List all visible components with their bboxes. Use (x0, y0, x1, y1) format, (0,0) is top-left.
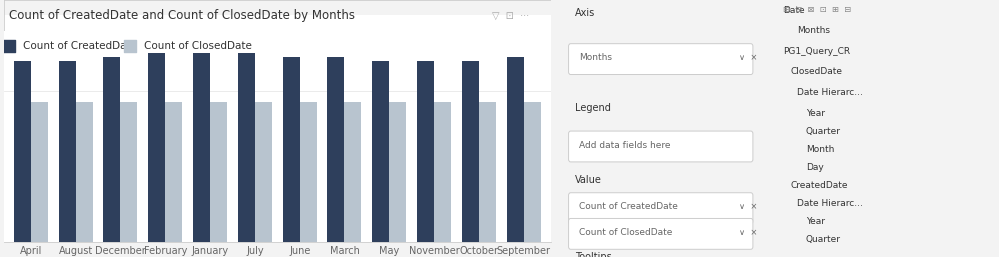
Bar (345, 102, 362, 242)
Bar (148, 53, 165, 242)
FancyBboxPatch shape (568, 131, 753, 162)
Text: Quarter: Quarter (806, 234, 841, 244)
Text: Count of ClosedDate: Count of ClosedDate (144, 41, 252, 51)
Bar (373, 61, 390, 242)
Text: ▽  ⊡  ···: ▽ ⊡ ··· (493, 11, 529, 20)
Bar (328, 57, 345, 242)
Bar (283, 57, 300, 242)
Text: Count of CreatedDate: Count of CreatedDate (23, 41, 137, 51)
Text: Legend: Legend (574, 103, 610, 113)
Bar (193, 53, 210, 242)
Bar (76, 102, 93, 242)
Text: Axis: Axis (574, 8, 595, 18)
Bar (435, 102, 452, 242)
Text: ⊞  ⊟  ⊠  ⊡  ⊞  ⊟: ⊞ ⊟ ⊠ ⊡ ⊞ ⊟ (783, 5, 852, 14)
Text: Count of CreatedDate and Count of ClosedDate by Months: Count of CreatedDate and Count of Closed… (9, 9, 356, 22)
Text: ∨  ×: ∨ × (738, 202, 757, 212)
Text: Add data fields here: Add data fields here (578, 141, 670, 150)
Text: ∨  ×: ∨ × (738, 53, 757, 62)
Text: ∨  ×: ∨ × (738, 228, 757, 237)
Bar (390, 102, 407, 242)
Point (1, 44, 17, 48)
Bar (506, 57, 523, 242)
Text: Date Hierarc...: Date Hierarc... (797, 88, 863, 97)
Point (122, 44, 138, 48)
FancyBboxPatch shape (568, 193, 753, 224)
Text: Quarter: Quarter (806, 126, 841, 136)
Text: Year: Year (806, 216, 825, 226)
Text: Tooltips: Tooltips (574, 252, 611, 257)
Bar (121, 102, 138, 242)
Text: PG1_Query_CR: PG1_Query_CR (783, 47, 850, 56)
Bar (104, 57, 121, 242)
FancyBboxPatch shape (568, 44, 753, 75)
Text: Months: Months (578, 53, 611, 62)
Text: Day: Day (806, 162, 824, 172)
Text: Count of ClosedDate: Count of ClosedDate (578, 228, 672, 237)
Bar (462, 61, 479, 242)
Bar (300, 102, 317, 242)
Bar (210, 102, 227, 242)
Bar (255, 102, 272, 242)
Bar (523, 102, 540, 242)
Text: ClosedDate: ClosedDate (790, 67, 842, 77)
Bar (14, 61, 31, 242)
Bar (59, 61, 76, 242)
Bar (165, 102, 182, 242)
Text: Date: Date (783, 6, 805, 15)
Bar (479, 102, 496, 242)
FancyBboxPatch shape (568, 218, 753, 249)
Text: Value: Value (574, 175, 601, 185)
Text: Date Hierarc...: Date Hierarc... (797, 198, 863, 208)
Text: Month: Month (806, 144, 834, 154)
Bar (417, 61, 435, 242)
Bar (238, 53, 255, 242)
Text: CreatedDate: CreatedDate (790, 180, 848, 190)
Text: Year: Year (806, 108, 825, 118)
Text: Months: Months (797, 26, 830, 35)
Bar (31, 102, 48, 242)
Text: Count of CreatedDate: Count of CreatedDate (578, 202, 677, 212)
